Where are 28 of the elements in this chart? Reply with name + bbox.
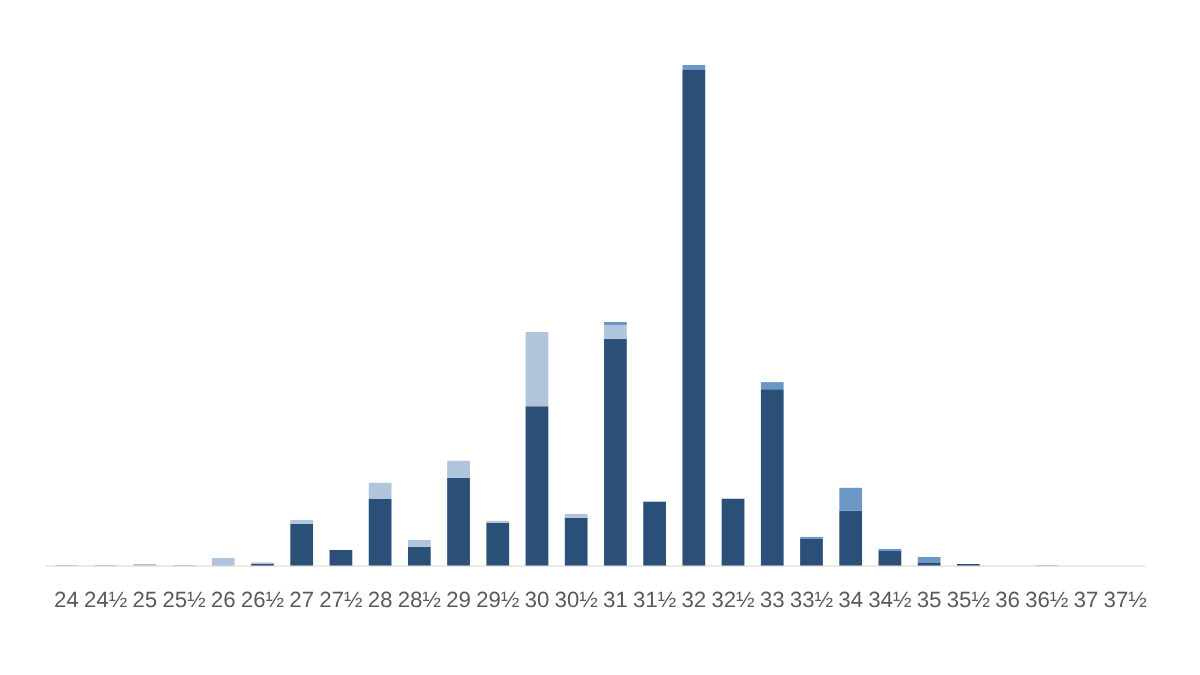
x-tick-label: 30 bbox=[525, 591, 549, 608]
x-tick-label: 34 bbox=[839, 591, 863, 608]
x-tick-label: 27 bbox=[290, 591, 313, 608]
x-tick-label: 35 bbox=[917, 591, 941, 608]
x-tick-label: 30½ bbox=[555, 591, 598, 608]
x-tick-label: 33 bbox=[760, 591, 784, 608]
x-tick-label: 34½ bbox=[869, 591, 911, 608]
x-tick-label: 32 bbox=[682, 591, 706, 608]
x-tick-label: 26 bbox=[212, 591, 235, 608]
x-tick-label: 24 bbox=[55, 591, 79, 608]
x-tick-label: 26½ bbox=[241, 591, 284, 608]
x-tick-label: 36½ bbox=[1025, 591, 1068, 608]
x-tick-label: 36 bbox=[996, 591, 1019, 608]
x-tick-label: 25½ bbox=[163, 591, 206, 608]
x-tick-label: 31½ bbox=[633, 591, 676, 608]
x-tick-label: 24½ bbox=[85, 591, 127, 608]
x-tick-label: 31 bbox=[603, 591, 627, 608]
x-tick-label: 37½ bbox=[1104, 591, 1147, 608]
x-tick-label: 28 bbox=[368, 591, 392, 608]
x-tick-label: 28½ bbox=[398, 591, 441, 608]
x-tick-label: 35½ bbox=[947, 591, 990, 608]
x-tick-label: 29 bbox=[447, 591, 470, 608]
x-tick-label: 29½ bbox=[477, 591, 519, 608]
x-tick-label: 25 bbox=[133, 591, 157, 608]
x-tick-label: 33½ bbox=[790, 591, 833, 608]
x-tick-label: 27½ bbox=[320, 591, 362, 608]
x-tick-label: 32½ bbox=[712, 591, 755, 608]
x-tick-label: 37 bbox=[1074, 591, 1098, 608]
